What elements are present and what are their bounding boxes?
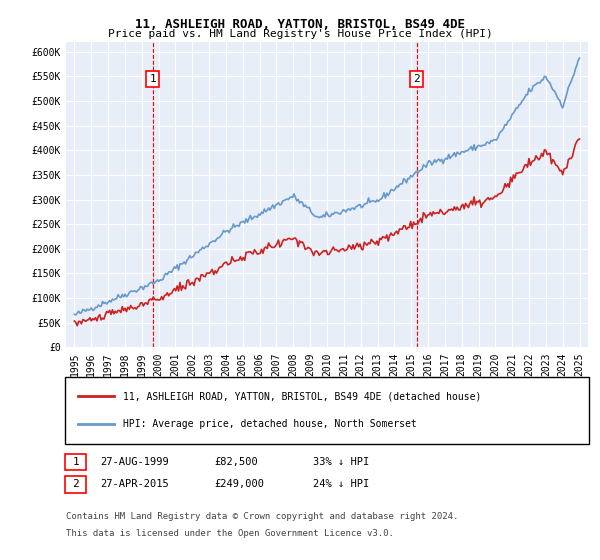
Text: £82,500: £82,500: [214, 457, 258, 467]
Text: £249,000: £249,000: [214, 479, 264, 489]
Text: This data is licensed under the Open Government Licence v3.0.: This data is licensed under the Open Gov…: [66, 529, 394, 538]
Text: HPI: Average price, detached house, North Somerset: HPI: Average price, detached house, Nort…: [123, 419, 417, 430]
Text: Price paid vs. HM Land Registry's House Price Index (HPI): Price paid vs. HM Land Registry's House …: [107, 29, 493, 39]
Text: 27-APR-2015: 27-APR-2015: [100, 479, 169, 489]
Text: 2: 2: [413, 74, 420, 84]
Text: 27-AUG-1999: 27-AUG-1999: [100, 457, 169, 467]
FancyBboxPatch shape: [65, 377, 589, 444]
Text: 11, ASHLEIGH ROAD, YATTON, BRISTOL, BS49 4DE (detached house): 11, ASHLEIGH ROAD, YATTON, BRISTOL, BS49…: [123, 391, 481, 401]
Text: 24% ↓ HPI: 24% ↓ HPI: [313, 479, 370, 489]
Text: 33% ↓ HPI: 33% ↓ HPI: [313, 457, 370, 467]
Text: 1: 1: [149, 74, 156, 84]
Text: 2: 2: [72, 479, 79, 489]
FancyBboxPatch shape: [65, 476, 86, 493]
Text: 1: 1: [72, 457, 79, 467]
Text: Contains HM Land Registry data © Crown copyright and database right 2024.: Contains HM Land Registry data © Crown c…: [66, 512, 458, 521]
Text: 11, ASHLEIGH ROAD, YATTON, BRISTOL, BS49 4DE: 11, ASHLEIGH ROAD, YATTON, BRISTOL, BS49…: [135, 18, 465, 31]
FancyBboxPatch shape: [65, 454, 86, 470]
